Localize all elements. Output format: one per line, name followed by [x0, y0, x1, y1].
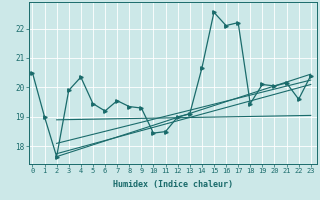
X-axis label: Humidex (Indice chaleur): Humidex (Indice chaleur) [113, 180, 233, 189]
